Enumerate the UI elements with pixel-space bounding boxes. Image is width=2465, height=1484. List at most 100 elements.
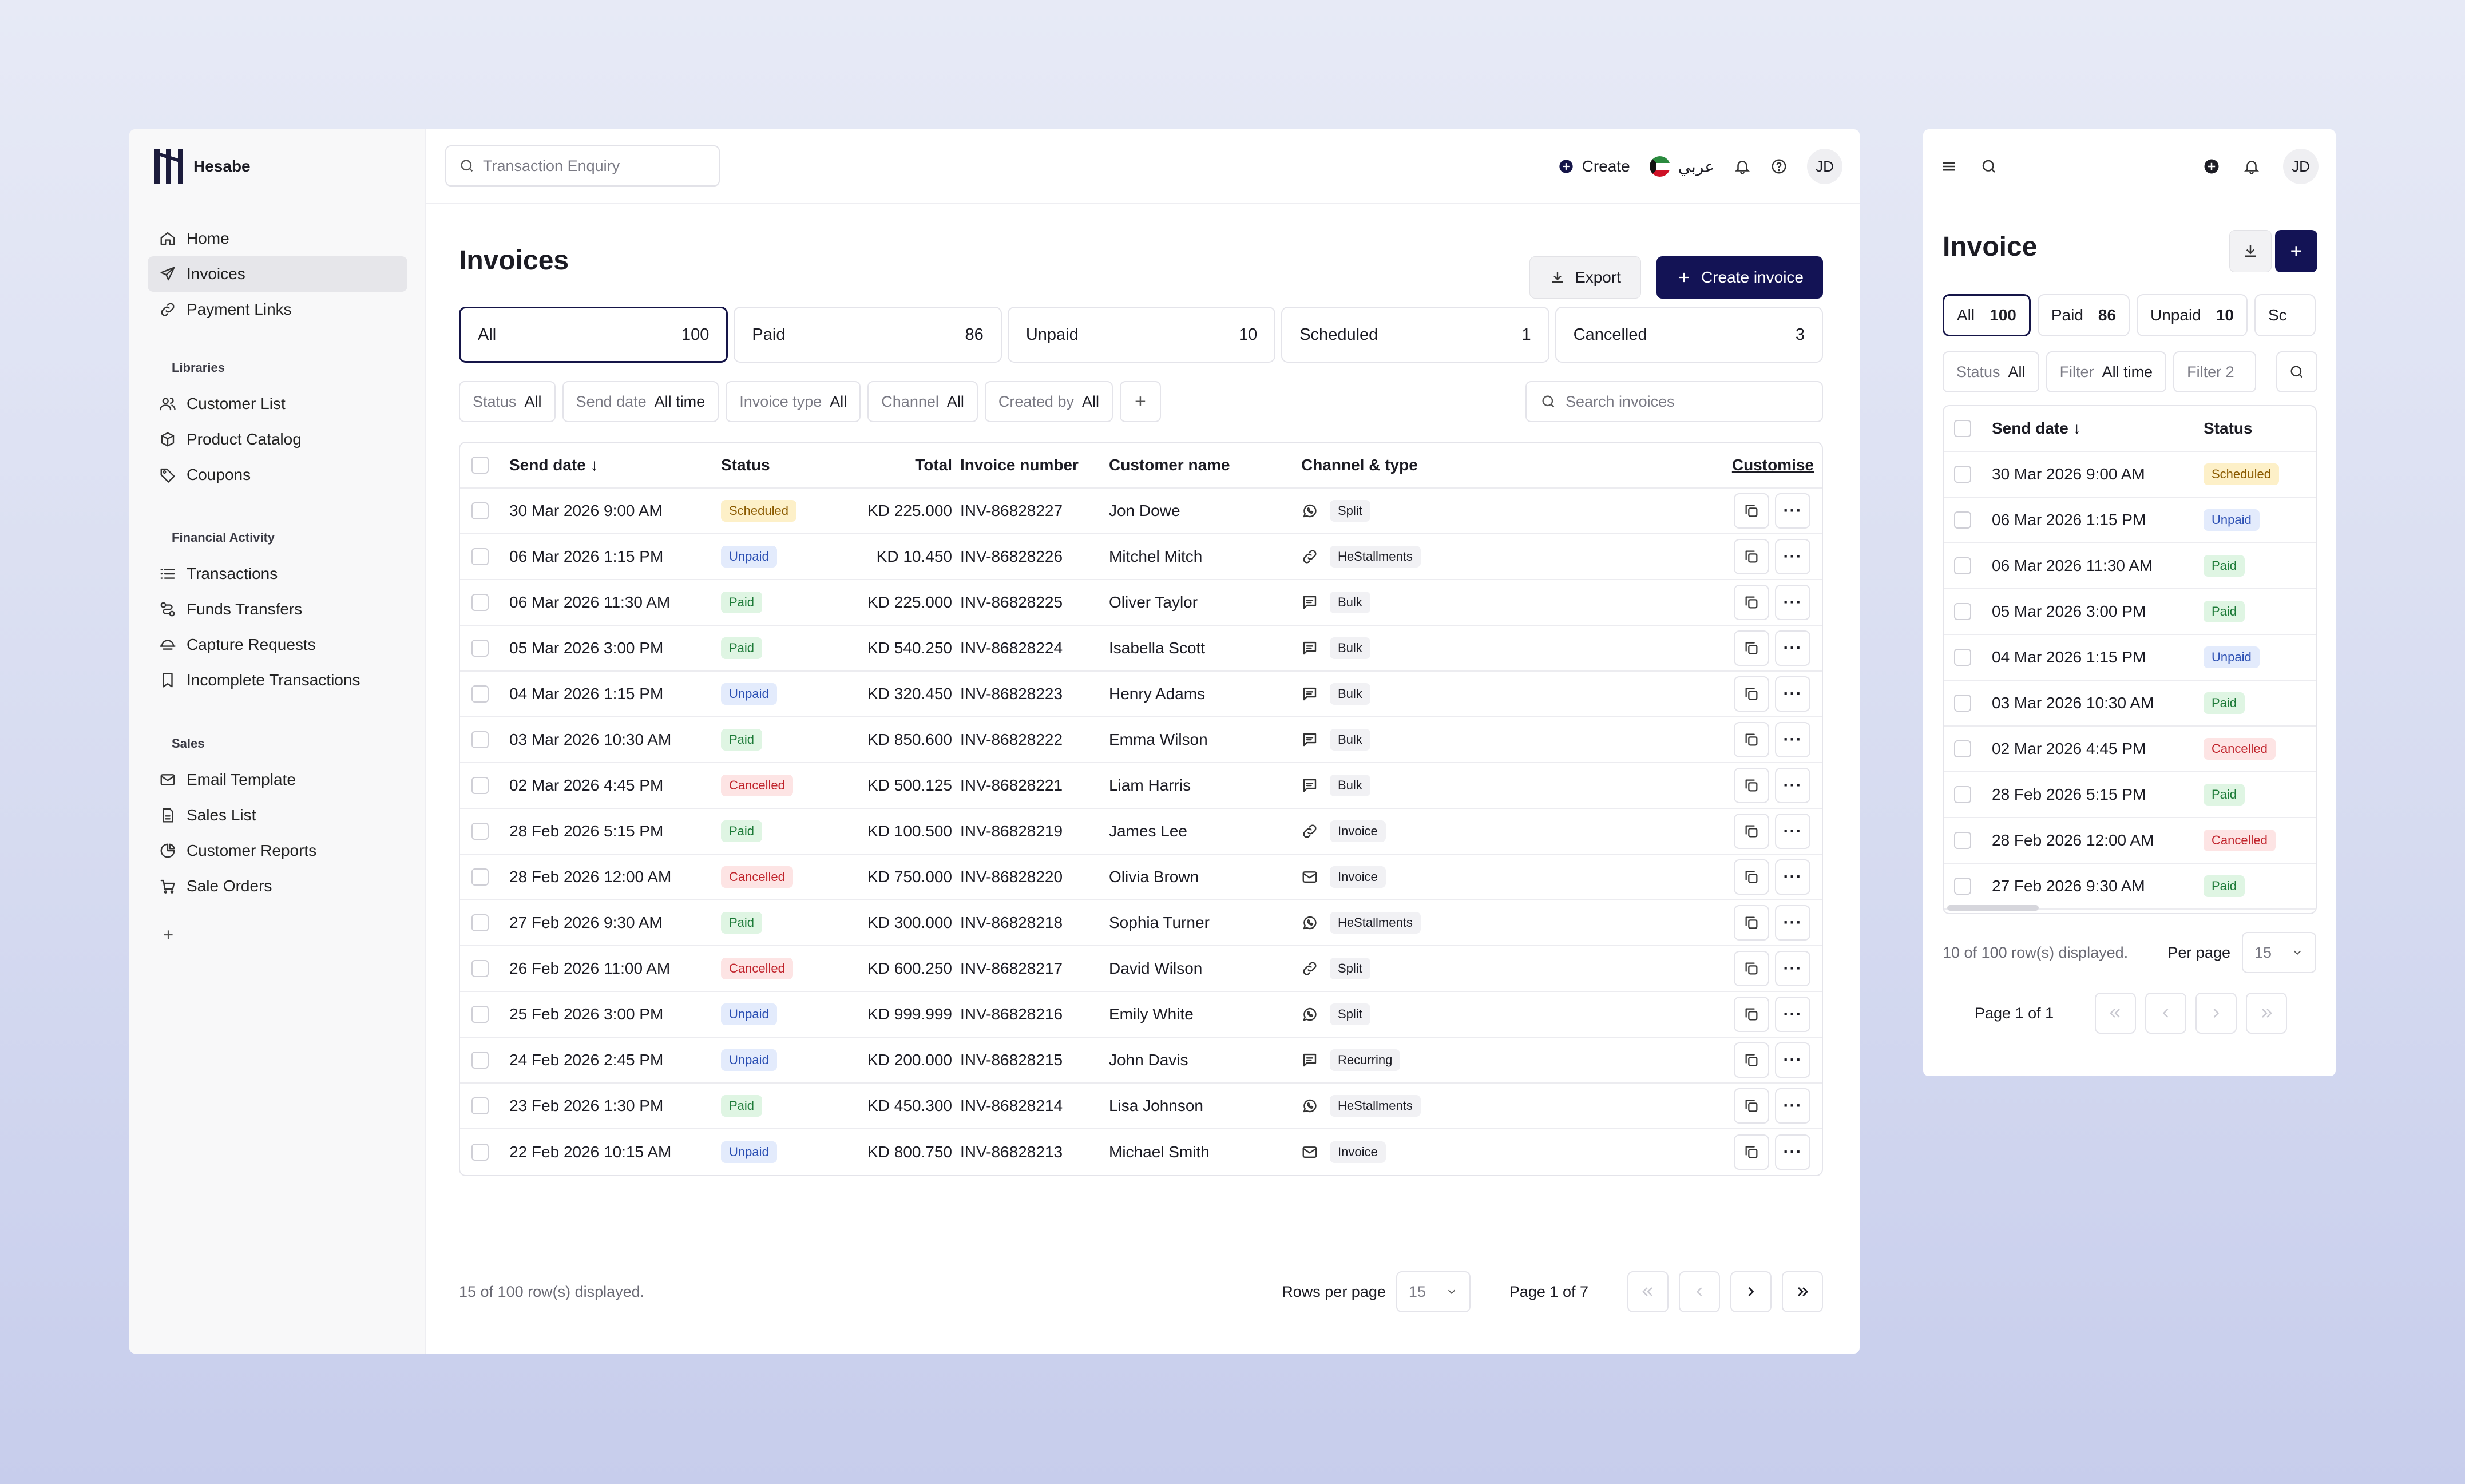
bell-icon[interactable] <box>2243 158 2260 175</box>
copy-button[interactable] <box>1734 585 1769 620</box>
plus-circle-icon[interactable] <box>2203 158 2220 175</box>
row-checkbox[interactable] <box>1954 786 1971 803</box>
more-actions-button[interactable]: ··· <box>1775 768 1810 803</box>
table-row[interactable]: 30 Mar 2026 9:00 AM Scheduled KD 225.000… <box>460 489 1822 534</box>
copy-button[interactable] <box>1734 493 1769 529</box>
row-checkbox[interactable] <box>471 502 489 519</box>
table-row[interactable]: 28 Feb 2026 5:15 PM Paid KD 100.500 INV-… <box>460 809 1822 855</box>
tab-scheduled[interactable]: Scheduled 1 <box>1281 307 1549 363</box>
table-row[interactable]: 06 Mar 2026 11:30 AM Paid KD 225.000 INV… <box>460 580 1822 626</box>
sidebar-item-email-template[interactable]: Email Template <box>148 762 407 797</box>
mobile-filter-status[interactable]: Status All <box>1943 351 2039 392</box>
search-icon[interactable] <box>1980 158 1998 175</box>
table-row[interactable]: 02 Mar 2026 4:45 PM Cancelled KD 500.125… <box>460 763 1822 809</box>
row-checkbox[interactable] <box>471 685 489 703</box>
per-page-select[interactable]: 15 <box>2242 932 2316 973</box>
row-checkbox[interactable] <box>471 1006 489 1023</box>
bell-icon[interactable] <box>1734 158 1751 175</box>
more-actions-button[interactable]: ··· <box>1775 859 1810 895</box>
mobile-tab-paid[interactable]: Paid 86 <box>2037 294 2130 336</box>
mobile-tab-all[interactable]: All 100 <box>1943 294 2031 336</box>
row-checkbox[interactable] <box>471 868 489 886</box>
row-checkbox[interactable] <box>471 640 489 657</box>
table-row[interactable]: 26 Feb 2026 11:00 AM Cancelled KD 600.25… <box>460 946 1822 992</box>
row-checkbox[interactable] <box>471 548 489 565</box>
sidebar-item-home[interactable]: Home <box>148 221 407 256</box>
tab-cancelled[interactable]: Cancelled 3 <box>1555 307 1824 363</box>
more-actions-button[interactable]: ··· <box>1775 814 1810 849</box>
brand[interactable]: Hesabe <box>154 148 251 185</box>
menu-icon[interactable] <box>1940 158 1957 175</box>
table-row[interactable]: 27 Feb 2026 9:30 AM Paid KD 300.000 INV-… <box>460 900 1822 946</box>
more-actions-button[interactable]: ··· <box>1775 1042 1810 1078</box>
first-page-button[interactable] <box>1627 1271 1669 1312</box>
filter-invoice-type[interactable]: Invoice type All <box>726 381 861 422</box>
add-filter-button[interactable]: + <box>1119 381 1161 422</box>
mobile-tab-unpaid[interactable]: Unpaid 10 <box>2137 294 2248 336</box>
table-row[interactable]: 05 Mar 2026 3:00 PM Paid KD 540.250 INV-… <box>460 626 1822 672</box>
create-invoice-button[interactable]: Create invoice <box>1656 256 1823 299</box>
sidebar-item-product-catalog[interactable]: Product Catalog <box>148 422 407 457</box>
sidebar-item-transactions[interactable]: Transactions <box>148 556 407 592</box>
copy-button[interactable] <box>1734 905 1769 941</box>
row-checkbox[interactable] <box>471 1052 489 1069</box>
row-checkbox[interactable] <box>471 823 489 840</box>
more-actions-button[interactable]: ··· <box>1775 493 1810 529</box>
export-button[interactable]: Export <box>1529 256 1641 299</box>
column-send-date[interactable]: Send date ↓ <box>1992 419 2204 438</box>
select-all-checkbox[interactable] <box>1954 420 1971 437</box>
row-checkbox[interactable] <box>471 914 489 931</box>
next-page-button[interactable] <box>2195 993 2237 1034</box>
table-row[interactable]: 02 Mar 2026 4:45 PM Cancelled <box>1944 727 2316 772</box>
sidebar-add-button[interactable] <box>157 923 180 946</box>
table-row[interactable]: 06 Mar 2026 1:15 PM Unpaid <box>1944 498 2316 543</box>
sidebar-item-incomplete-transactions[interactable]: Incomplete Transactions <box>148 662 407 698</box>
more-actions-button[interactable]: ··· <box>1775 1088 1810 1124</box>
table-row[interactable]: 28 Feb 2026 12:00 AM Cancelled <box>1944 818 2316 864</box>
row-checkbox[interactable] <box>471 731 489 748</box>
more-actions-button[interactable]: ··· <box>1775 997 1810 1032</box>
copy-button[interactable] <box>1734 859 1769 895</box>
first-page-button[interactable] <box>2095 993 2137 1034</box>
user-avatar[interactable]: JD <box>1807 149 1842 184</box>
row-checkbox[interactable] <box>1954 740 1971 757</box>
tab-all[interactable]: All 100 <box>459 307 728 363</box>
row-checkbox[interactable] <box>1954 695 1971 712</box>
mobile-filter-search-button[interactable] <box>2276 351 2317 392</box>
more-actions-button[interactable]: ··· <box>1775 676 1810 712</box>
copy-button[interactable] <box>1734 768 1769 803</box>
mobile-create-invoice-button[interactable] <box>2275 230 2317 272</box>
table-row[interactable]: 03 Mar 2026 10:30 AM Paid KD 850.600 INV… <box>460 717 1822 763</box>
last-page-button[interactable] <box>2246 993 2288 1034</box>
filter-status[interactable]: Status All <box>459 381 556 422</box>
transaction-enquiry-search[interactable]: Transaction Enquiry <box>445 145 720 187</box>
copy-button[interactable] <box>1734 1088 1769 1124</box>
copy-button[interactable] <box>1734 814 1769 849</box>
table-row[interactable]: 22 Feb 2026 10:15 AM Unpaid KD 800.750 I… <box>460 1129 1822 1175</box>
horizontal-scrollbar[interactable] <box>1947 905 2039 911</box>
row-checkbox[interactable] <box>1954 511 1971 529</box>
sidebar-item-invoices[interactable]: Invoices <box>148 256 407 292</box>
table-row[interactable]: 04 Mar 2026 1:15 PM Unpaid <box>1944 635 2316 681</box>
copy-button[interactable] <box>1734 951 1769 986</box>
sidebar-item-payment-links[interactable]: Payment Links <box>148 292 407 327</box>
copy-button[interactable] <box>1734 630 1769 666</box>
copy-button[interactable] <box>1734 722 1769 757</box>
table-row[interactable]: 25 Feb 2026 3:00 PM Unpaid KD 999.999 IN… <box>460 992 1822 1038</box>
sidebar-item-customer-list[interactable]: Customer List <box>148 386 407 422</box>
table-row[interactable]: 24 Feb 2026 2:45 PM Unpaid KD 200.000 IN… <box>460 1038 1822 1084</box>
row-checkbox[interactable] <box>1954 878 1971 895</box>
row-checkbox[interactable] <box>471 777 489 794</box>
mobile-tab-sc[interactable]: Sc <box>2254 294 2316 336</box>
next-page-button[interactable] <box>1730 1271 1772 1312</box>
search-invoices-input[interactable]: Search invoices <box>1525 381 1823 422</box>
row-checkbox[interactable] <box>1954 603 1971 620</box>
mobile-filter-filter-2[interactable]: Filter 2 <box>2173 351 2256 392</box>
filter-send-date[interactable]: Send date All time <box>562 381 719 422</box>
table-row[interactable]: 23 Feb 2026 1:30 PM Paid KD 450.300 INV-… <box>460 1084 1822 1129</box>
last-page-button[interactable] <box>1782 1271 1823 1312</box>
copy-button[interactable] <box>1734 539 1769 574</box>
table-row[interactable]: 06 Mar 2026 1:15 PM Unpaid KD 10.450 INV… <box>460 534 1822 580</box>
table-row[interactable]: 27 Feb 2026 9:30 AM Paid <box>1944 864 2316 910</box>
select-all-checkbox[interactable] <box>471 457 489 474</box>
